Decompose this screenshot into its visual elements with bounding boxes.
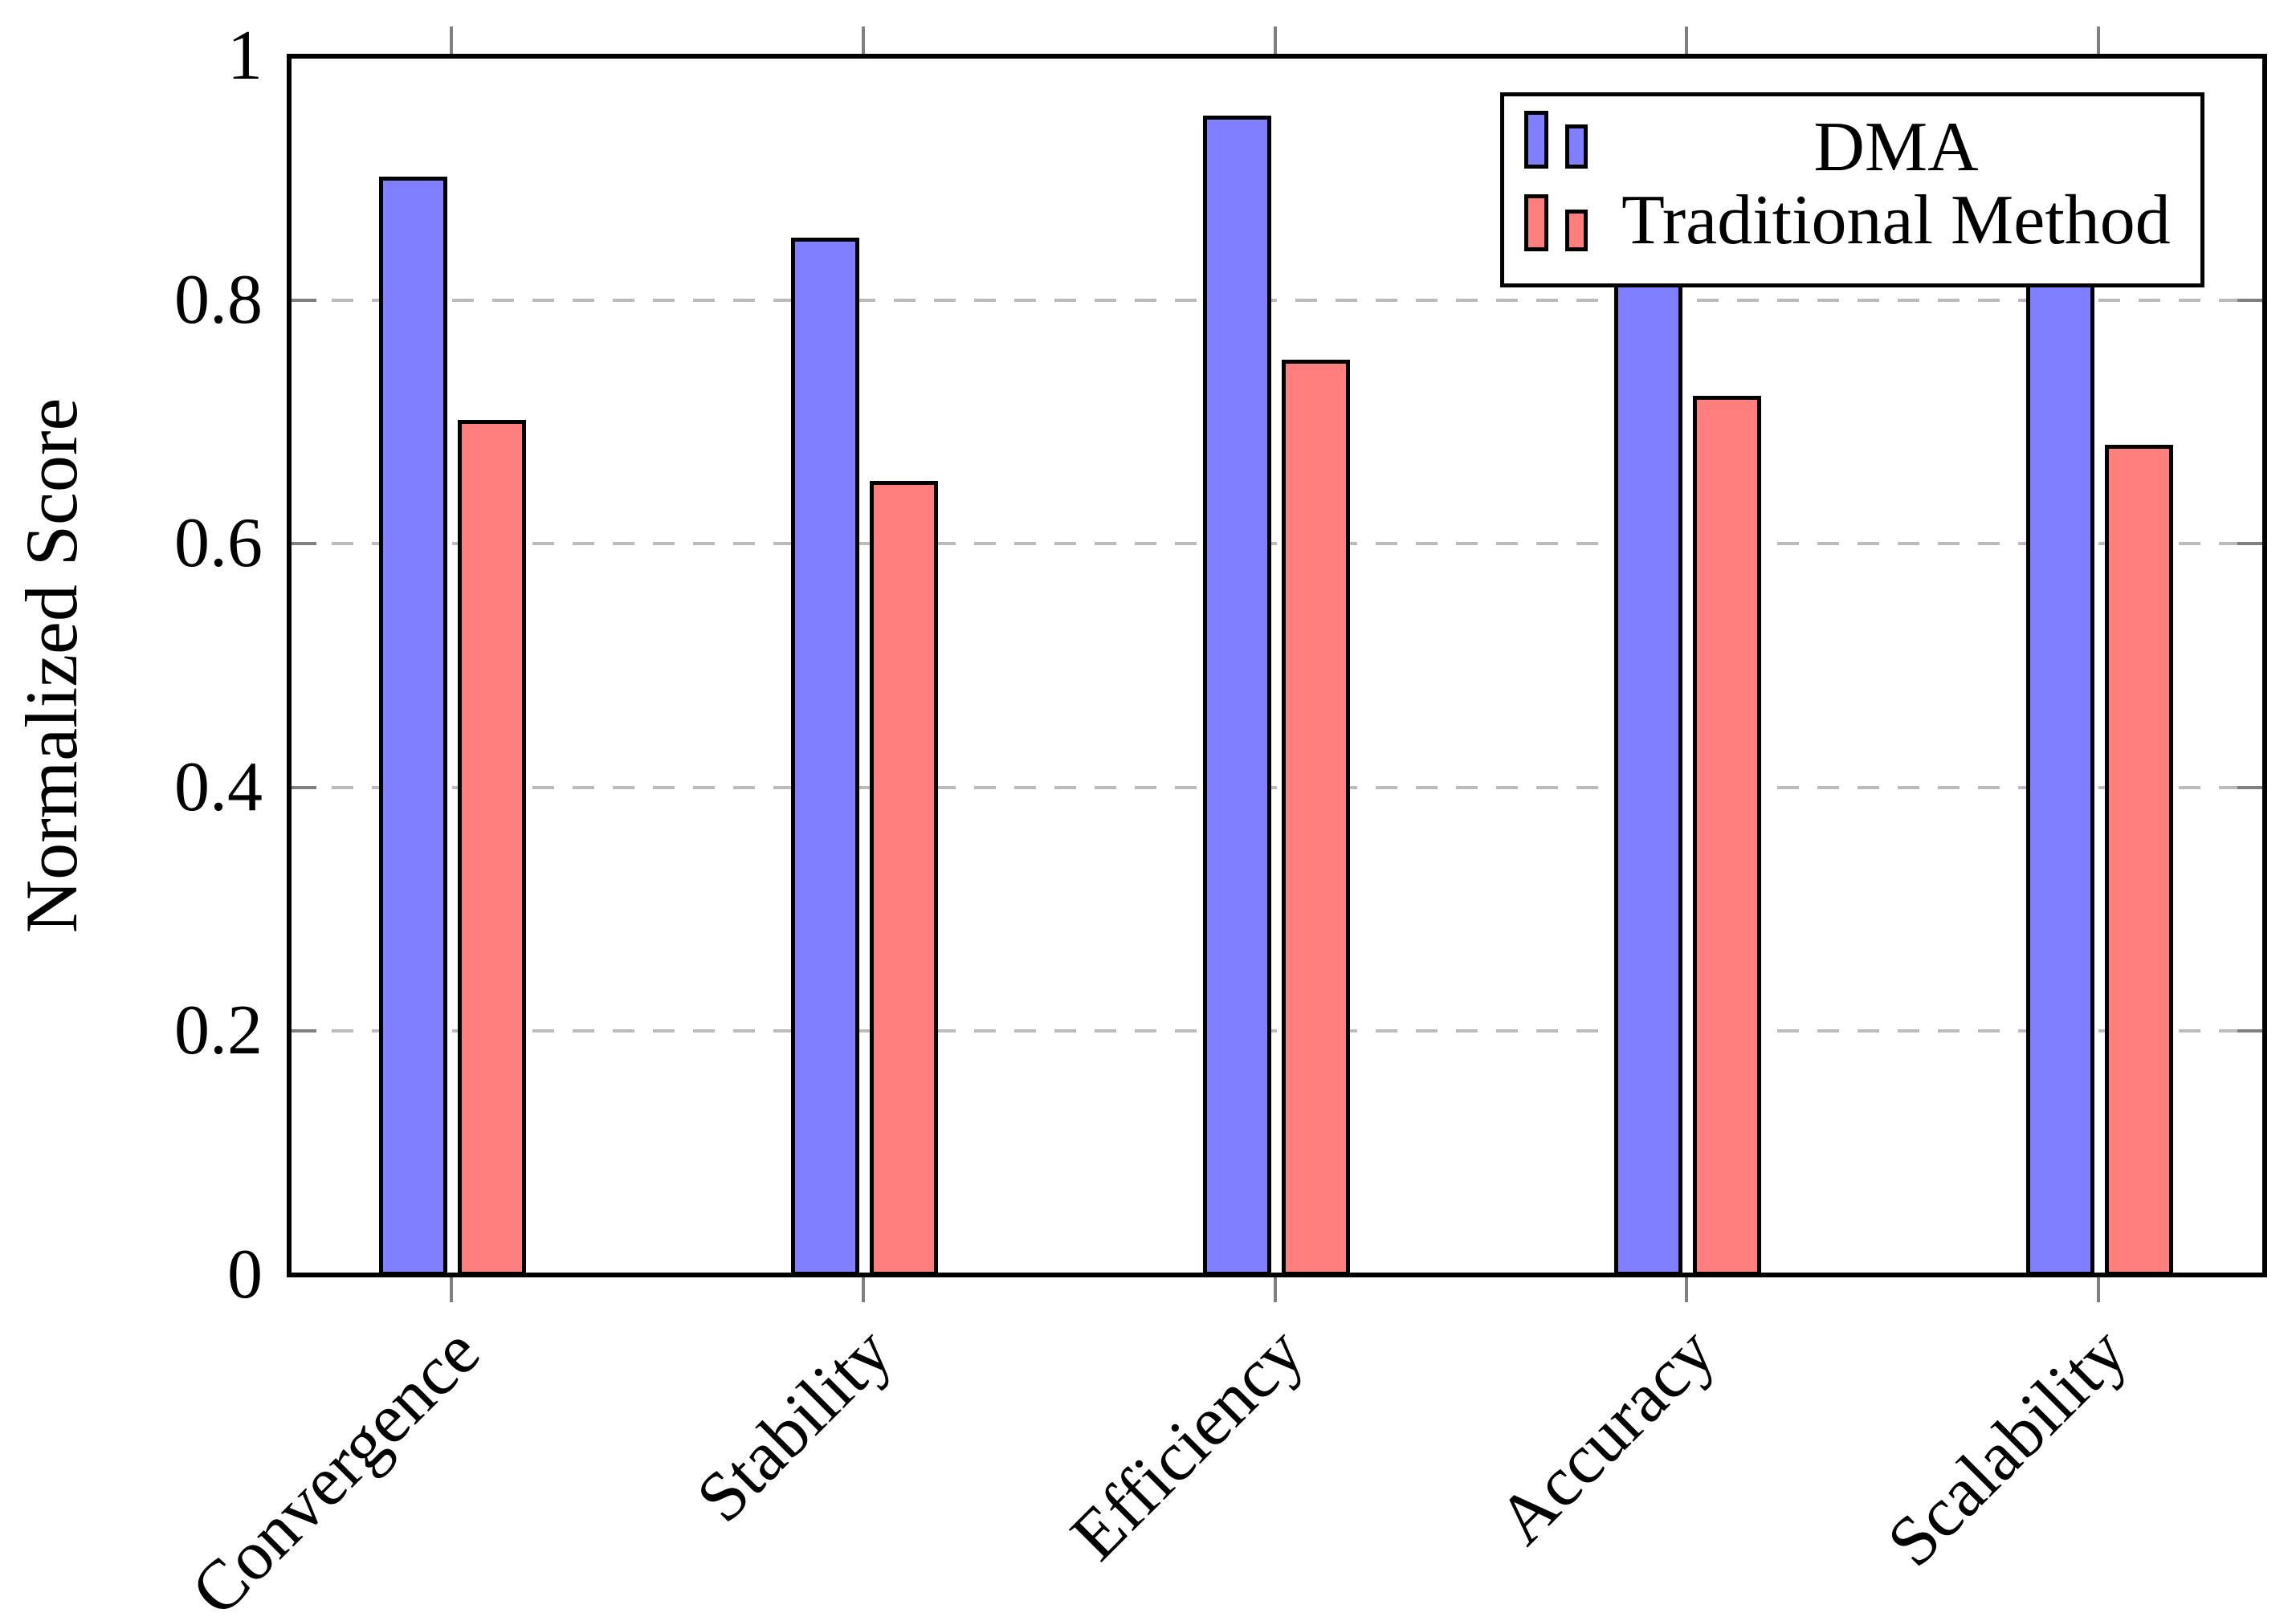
- xtick-bottom-convergence: [450, 1277, 453, 1302]
- legend-swatch-icon: [1524, 111, 1548, 169]
- ytick-label-0: 0: [227, 1236, 263, 1313]
- xtick-top-efficiency: [1274, 26, 1277, 54]
- legend-swatch-icon: [1524, 194, 1548, 251]
- xtick-bottom-stability: [862, 1277, 865, 1302]
- ytick-label-0.8: 0.8: [174, 261, 263, 339]
- bar-dma-convergence: [379, 177, 447, 1276]
- gridline-y-0.4: [292, 786, 2262, 789]
- gridline-y-0.8: [292, 299, 2262, 302]
- ytick-label-1: 1: [227, 17, 263, 95]
- y-axis-title: Normalized Score: [10, 397, 92, 934]
- bar-traditional-method-stability: [870, 481, 938, 1276]
- gridline-y-0.2: [292, 1029, 2262, 1032]
- legend-swatch-icon: [1565, 124, 1588, 169]
- bar-traditional-method-accuracy: [1693, 396, 1761, 1276]
- ytick-label-0.6: 0.6: [174, 504, 263, 582]
- xtick-top-stability: [862, 26, 865, 54]
- ytick-right: [2237, 1029, 2262, 1032]
- bar-dma-efficiency: [1203, 116, 1271, 1276]
- legend-label-traditional-method: Traditional Method: [1621, 181, 2171, 259]
- bar-dma-scalability: [2026, 152, 2094, 1276]
- bar-dma-stability: [791, 238, 859, 1276]
- ytick-right: [2237, 299, 2262, 302]
- ytick-left: [292, 299, 316, 302]
- xtick-bottom-accuracy: [1685, 1277, 1688, 1302]
- bar-traditional-method-convergence: [458, 420, 526, 1276]
- ytick-left: [292, 786, 316, 789]
- ytick-right: [2237, 786, 2262, 789]
- bar-traditional-method-scalability: [2105, 445, 2173, 1276]
- ytick-left: [292, 1029, 316, 1032]
- ytick-right: [2237, 542, 2262, 545]
- bar-dma-accuracy: [1614, 201, 1682, 1276]
- ytick-label-0.4: 0.4: [174, 748, 263, 826]
- xtick-bottom-scalability: [2097, 1277, 2100, 1302]
- bar-traditional-method-efficiency: [1282, 360, 1350, 1276]
- legend-swatch-icon: [1565, 210, 1588, 251]
- xtick-top-scalability: [2097, 26, 2100, 54]
- gridline-y-0.6: [292, 542, 2262, 545]
- xtick-label-convergence: Convergence: [177, 1313, 495, 1621]
- legend: DMA Traditional Method: [1500, 92, 2204, 287]
- legend-label-dma: DMA: [1813, 108, 1979, 186]
- xtick-top-convergence: [450, 26, 453, 54]
- xtick-top-accuracy: [1685, 26, 1688, 54]
- xtick-bottom-efficiency: [1274, 1277, 1277, 1302]
- ytick-left: [292, 542, 316, 545]
- ytick-label-0.2: 0.2: [174, 992, 263, 1069]
